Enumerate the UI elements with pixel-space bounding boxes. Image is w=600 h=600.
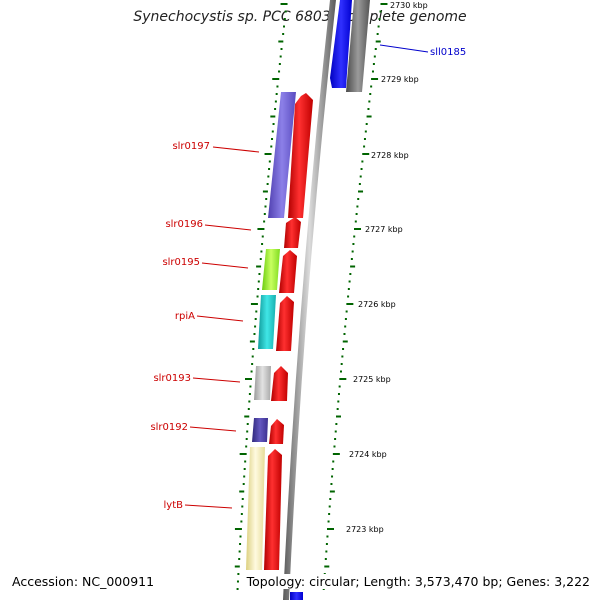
gene-label-slr0193[interactable]: slr0193 [153,373,191,384]
cog-block-slr0192[interactable] [252,418,268,442]
scale-label-2723: 2723 kbp [346,525,384,534]
gene-slr0193-feature[interactable] [271,366,288,401]
gene-slr0195-feature[interactable] [279,250,297,293]
leader-line-rpiA [196,315,244,322]
cog-block-rpiA[interactable] [258,295,276,349]
scale-label-2725: 2725 kbp [353,375,391,384]
cog-block-slr0193[interactable] [254,366,271,400]
gene-label-slr0196[interactable]: slr0196 [165,219,203,230]
gene-sll0185-feature[interactable] [330,0,352,88]
gene-label-sll0185[interactable]: sll0185 [430,47,466,58]
leader-line-lytB [184,504,233,509]
gene-label-slr0197[interactable]: slr0197 [172,141,210,152]
leader-line-slr0197 [212,146,260,153]
gene-label-rpiA[interactable]: rpiA [175,311,195,322]
accession-text: Accession: NC_000911 [10,574,157,589]
cog-block-slr0197[interactable] [268,92,296,218]
leader-line-slr0196 [204,224,252,231]
gene-lytB-feature[interactable] [264,449,282,570]
genome-backbone [283,0,336,600]
scale-label-2729: 2729 kbp [381,75,419,84]
scale-label-2728: 2728 kbp [371,151,409,160]
gene-slr0197-feature[interactable] [288,93,313,218]
cog-block-slr0195[interactable] [262,249,280,290]
gene-label-slr0195[interactable]: slr0195 [162,257,200,268]
scale-label-2726: 2726 kbp [358,300,396,309]
gene-fragment-bottom[interactable] [290,592,303,600]
topology-text: Topology: circular; Length: 3,573,470 bp… [244,574,592,589]
gene-rpiA-feature[interactable] [276,296,294,351]
scale-ticks [234,3,388,590]
gene-sll0185-neighbor-feature[interactable] [346,0,370,92]
gene-slr0192-feature[interactable] [269,419,284,444]
scale-label-2724: 2724 kbp [349,450,387,459]
gene-slr0196-feature[interactable] [284,217,301,248]
gene-label-slr0192[interactable]: slr0192 [150,422,188,433]
cog-block-lytB[interactable] [246,447,265,570]
gene-label-lytB[interactable]: lytB [164,500,184,511]
leader-line-slr0193 [192,377,241,383]
scale-label-2730: 2730 kbp [390,1,428,10]
leader-line-slr0195 [201,262,249,269]
map-title: Synechocystis sp. PCC 6803, complete gen… [133,9,467,25]
leader-line-sll0185 [379,44,429,53]
scale-label-2727: 2727 kbp [365,225,403,234]
leader-line-slr0192 [189,426,237,432]
